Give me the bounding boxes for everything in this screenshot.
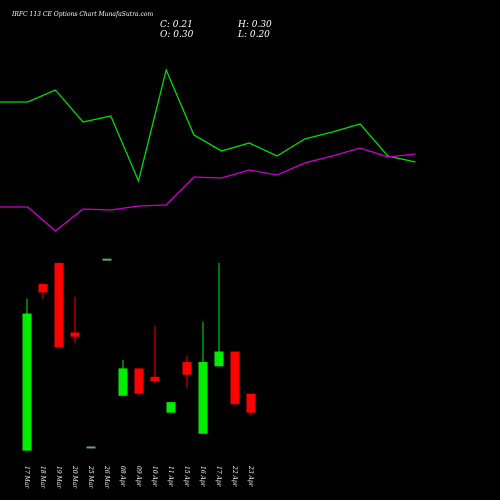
candle-body <box>166 402 176 413</box>
candle-body <box>102 258 112 261</box>
x-tick-label: 26 Mar <box>103 465 110 489</box>
high-label: H: 0.30 <box>237 20 272 30</box>
x-tick-label: 18 Mar <box>39 466 46 489</box>
candle-body <box>214 351 224 367</box>
x-tick-label: 16 Apr <box>199 466 206 488</box>
candle-body <box>150 376 160 382</box>
indicator-line <box>0 147 416 232</box>
chart-title: IRFC 113 CE Options Chart MunafaSutra.co… <box>11 11 154 18</box>
x-tick-label: 22 Apr <box>231 465 238 488</box>
x-tick-label: 11 Apr <box>167 466 174 488</box>
x-tick-label: 17 Apr <box>215 466 222 488</box>
candle-body <box>134 368 144 394</box>
candle-body <box>54 262 64 348</box>
candle-body <box>182 362 192 375</box>
x-tick-label: 08 Apr <box>119 466 126 488</box>
x-tick-label: 25 Mar <box>87 465 94 489</box>
candle-body <box>86 446 96 449</box>
candle-body <box>70 332 80 337</box>
x-tick-label: 20 Mar <box>71 465 78 489</box>
candle-body <box>230 351 240 405</box>
candle-body <box>118 368 128 396</box>
x-tick-label: 15 Apr <box>183 466 190 488</box>
candle-body <box>198 362 208 434</box>
indicator-line <box>0 67 416 184</box>
x-tick-label: 10 Apr <box>151 466 158 488</box>
close-label: C: 0.21 <box>160 20 193 30</box>
candle-body <box>246 393 256 413</box>
x-tick-label: 23 Apr <box>247 465 254 488</box>
low-label: L: 0.20 <box>237 30 270 40</box>
open-label: O: 0.30 <box>160 30 194 40</box>
candle-body <box>38 283 48 293</box>
x-tick-label: 09 Apr <box>135 466 142 488</box>
x-tick-label: 19 Mar <box>55 466 62 489</box>
candle-body <box>22 313 32 451</box>
x-tick-label: 17 Mar <box>23 466 30 489</box>
